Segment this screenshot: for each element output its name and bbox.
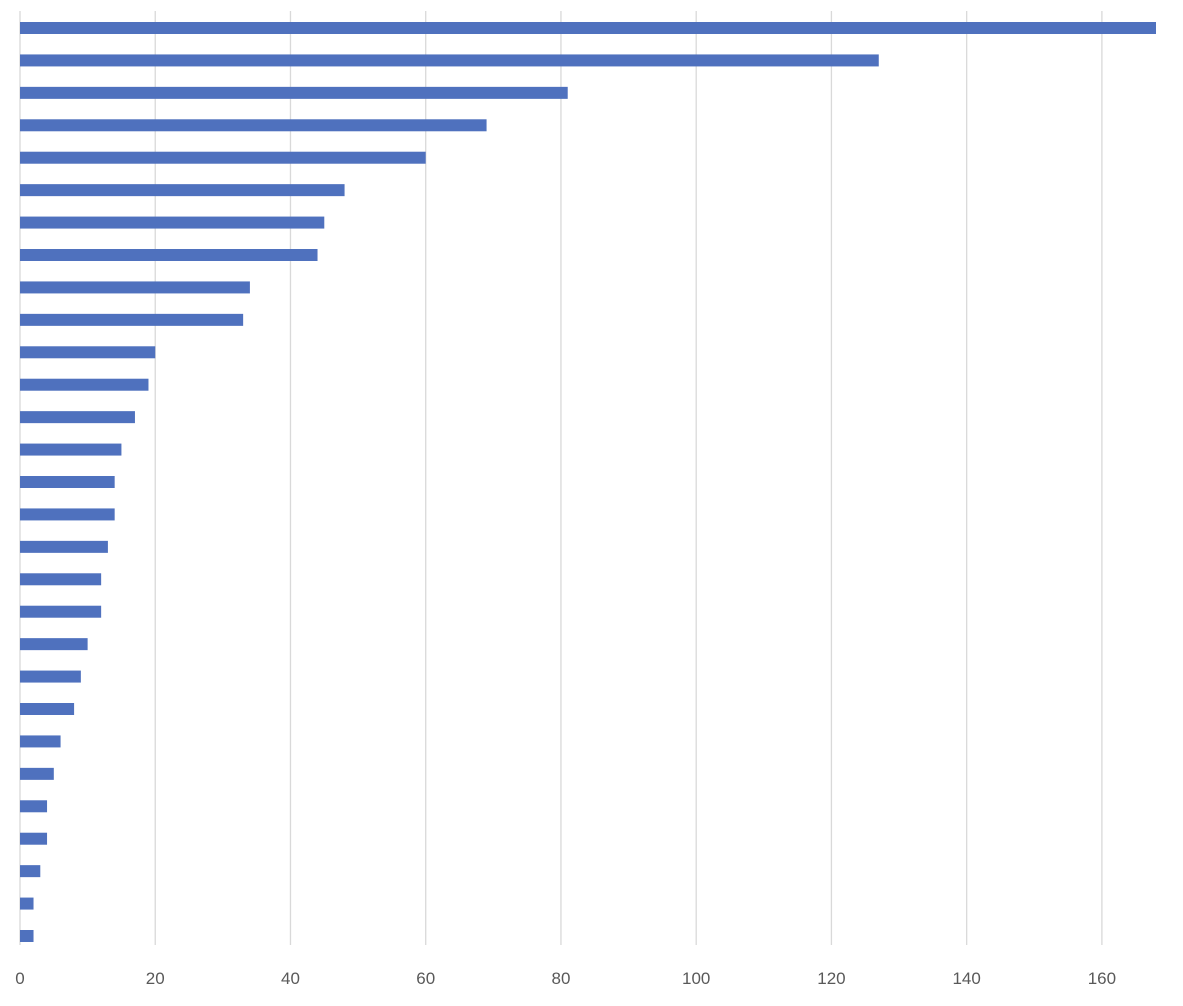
bar-26 bbox=[20, 832, 48, 845]
bar-5 bbox=[20, 151, 426, 164]
bar-10 bbox=[20, 313, 244, 326]
x-tick-label: 160 bbox=[1088, 969, 1116, 988]
bar-17 bbox=[20, 540, 108, 553]
bar-12 bbox=[20, 378, 149, 391]
bar-27 bbox=[20, 865, 41, 878]
bar-14 bbox=[20, 443, 122, 456]
bar-2 bbox=[20, 54, 879, 67]
x-tick-label: 120 bbox=[817, 969, 845, 988]
bar-11 bbox=[20, 346, 156, 359]
x-tick-label: 80 bbox=[551, 969, 570, 988]
bar-20 bbox=[20, 638, 88, 651]
bar-6 bbox=[20, 184, 345, 197]
bars bbox=[20, 22, 1156, 942]
bar-28 bbox=[20, 897, 34, 910]
bar-9 bbox=[20, 281, 250, 294]
bar-23 bbox=[20, 735, 61, 748]
bar-1 bbox=[20, 22, 1156, 34]
bar-22 bbox=[20, 703, 75, 715]
bar-19 bbox=[20, 605, 102, 618]
bar-29 bbox=[20, 930, 34, 942]
x-axis-ticks: 0 20 40 60 80 100 120 140 160 bbox=[15, 969, 1116, 988]
bar-7 bbox=[20, 216, 325, 229]
bar-24 bbox=[20, 767, 54, 780]
x-tick-label: 140 bbox=[952, 969, 980, 988]
bar-13 bbox=[20, 411, 135, 424]
bar-18 bbox=[20, 573, 102, 586]
x-tick-label: 60 bbox=[416, 969, 435, 988]
bar-16 bbox=[20, 508, 115, 521]
bar-3 bbox=[20, 86, 568, 99]
bar-15 bbox=[20, 476, 115, 488]
gridlines bbox=[19, 11, 1103, 945]
x-tick-label: 100 bbox=[682, 969, 710, 988]
x-tick-label: 0 bbox=[15, 969, 24, 988]
x-tick-label: 40 bbox=[281, 969, 300, 988]
bar-25 bbox=[20, 800, 48, 813]
bar-4 bbox=[20, 119, 487, 132]
bar-8 bbox=[20, 249, 318, 261]
bar-21 bbox=[20, 670, 81, 683]
x-tick-label: 20 bbox=[146, 969, 165, 988]
